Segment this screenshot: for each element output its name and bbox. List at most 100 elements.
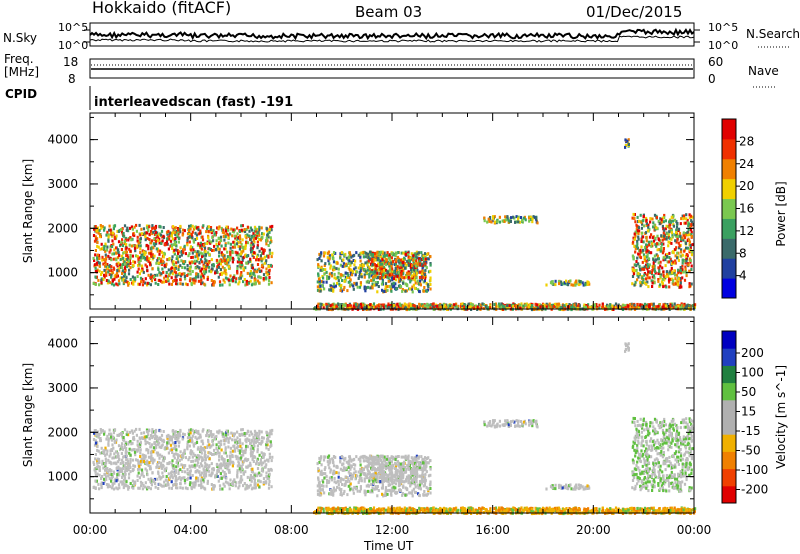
power-cell: [669, 305, 672, 308]
power-cell: [407, 304, 410, 308]
power-cell: [424, 276, 427, 280]
power-cell: [221, 253, 225, 257]
velocity-cell: [106, 467, 109, 470]
power-cell: [670, 241, 673, 245]
power-colorbar-segment: [722, 278, 736, 299]
power-cell: [418, 276, 422, 279]
power-cell: [688, 269, 691, 273]
power-cell: [406, 259, 409, 263]
velocity-cell: [179, 434, 182, 438]
power-cell: [110, 273, 113, 277]
velocity-cell: [238, 467, 241, 471]
power-cell: [675, 234, 678, 238]
power-cell: [690, 233, 693, 236]
power-cell: [655, 253, 658, 257]
power-cell: [106, 245, 109, 249]
power-cell: [101, 246, 105, 250]
power-cell: [530, 218, 533, 221]
velocity-cell: [227, 440, 230, 444]
power-cell: [639, 284, 642, 288]
power-cell: [474, 306, 477, 310]
power-cell: [667, 278, 671, 282]
power-cell: [127, 238, 130, 242]
velocity-cell: [174, 435, 177, 439]
power-cell: [397, 251, 400, 254]
power-cell: [120, 228, 123, 232]
power-cell: [202, 263, 205, 267]
power-cell: [377, 285, 380, 288]
power-cell: [240, 228, 243, 232]
velocity-cell: [104, 453, 107, 457]
velocity-cell: [246, 437, 249, 441]
power-cell: [394, 282, 397, 286]
velocity-cell: [189, 465, 192, 469]
power-cell: [162, 270, 165, 274]
power-cell: [429, 255, 432, 259]
power-cell: [112, 257, 115, 261]
power-cell: [474, 304, 478, 308]
velocity-cell: [269, 440, 272, 444]
velocity-cell: [156, 438, 159, 442]
power-cell: [170, 276, 173, 280]
power-cell: [384, 284, 387, 288]
velocity-cell: [184, 486, 187, 490]
power-cell: [317, 277, 321, 281]
power-cell: [365, 280, 368, 284]
power-cell: [116, 271, 119, 275]
power-cell: [658, 238, 661, 242]
power-cell: [643, 304, 646, 308]
power-cell: [684, 233, 688, 237]
power-cell: [660, 218, 663, 222]
velocity-cell: [127, 466, 130, 469]
velocity-cell: [139, 480, 143, 484]
velocity-cell: [159, 463, 162, 467]
power-cell: [204, 259, 207, 263]
power-cell: [684, 265, 687, 269]
velocity-cell: [182, 476, 185, 480]
power-cell: [104, 258, 107, 262]
power-cell: [150, 273, 153, 277]
power-cell: [634, 220, 637, 224]
power-cell: [128, 268, 131, 272]
power-cell: [633, 213, 636, 216]
power-cell: [405, 275, 408, 279]
velocity-cell: [103, 430, 106, 434]
power-cell: [379, 265, 382, 269]
power-cell: [218, 259, 221, 263]
power-cell: [645, 239, 648, 243]
power-cell: [685, 217, 688, 221]
power-cell: [227, 228, 230, 232]
power-cell: [266, 233, 269, 237]
velocity-cell: [177, 436, 180, 440]
power-cell: [636, 215, 639, 219]
power-cell: [554, 283, 557, 287]
power-cell: [246, 241, 250, 245]
power-cell: [327, 251, 330, 255]
power-cell: [267, 282, 271, 286]
velocity-cell: [189, 476, 192, 480]
power-cell: [681, 253, 684, 257]
power-cell: [643, 273, 646, 277]
power-cell: [183, 262, 186, 266]
power-cell: [201, 260, 204, 264]
power-cell: [211, 249, 214, 252]
power-cell: [662, 270, 665, 274]
power-cell: [270, 281, 273, 285]
power-cell: [95, 275, 98, 279]
power-cell: [210, 258, 213, 262]
power-cell: [407, 262, 410, 266]
power-cell: [404, 266, 407, 270]
power-cell: [560, 280, 563, 284]
velocity-cell: [113, 439, 116, 443]
power-cell: [160, 242, 163, 245]
velocity-cell: [242, 453, 245, 457]
power-cell: [677, 280, 680, 284]
power-cell: [354, 259, 357, 263]
power-cell: [415, 269, 418, 273]
power-cell: [455, 305, 458, 309]
power-cell: [647, 285, 650, 289]
power-cell: [645, 216, 648, 220]
power-cell: [497, 302, 501, 306]
power-cell: [218, 262, 221, 266]
velocity-cell: [199, 473, 202, 477]
